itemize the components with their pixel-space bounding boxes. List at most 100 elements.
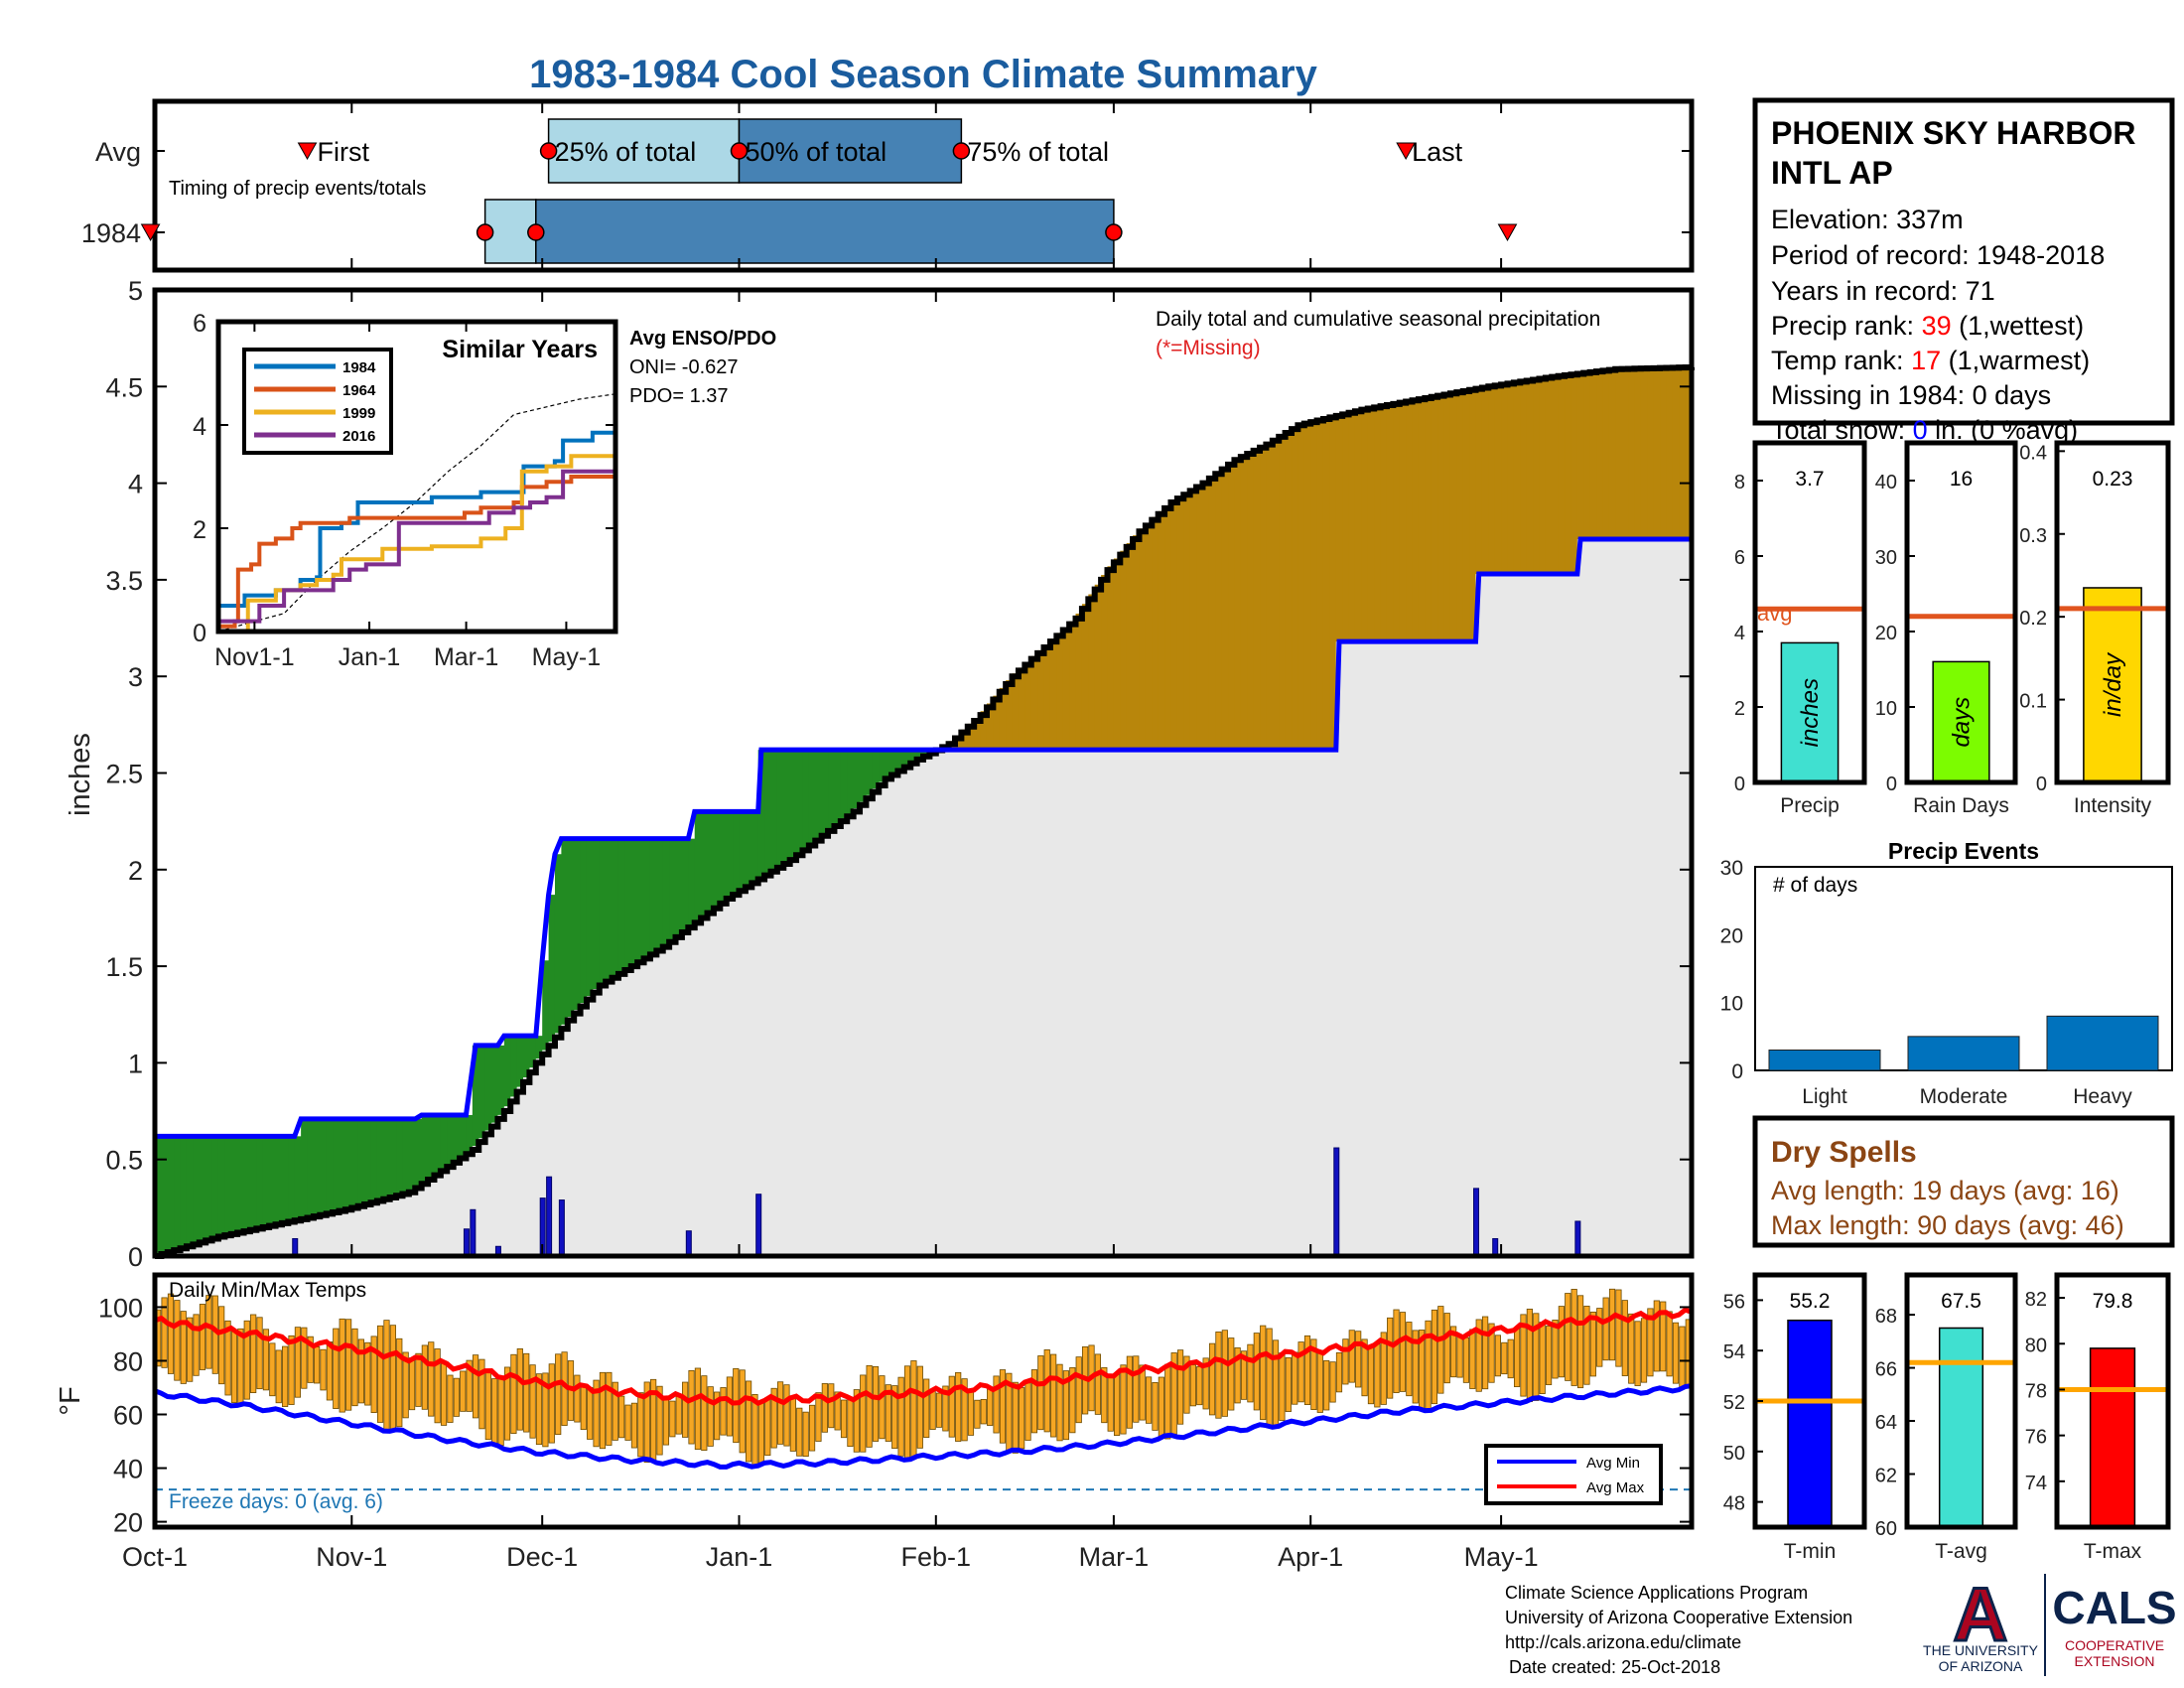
events-bar-heavy	[2046, 1015, 2159, 1071]
station-name-line2: INTL AP	[1771, 155, 1893, 191]
similar-years-inset: 1984 1964 1999 2016 Similar Years 0 2 4 6 Nov1-1 J…	[193, 310, 776, 671]
daily-temp-bar	[167, 1293, 175, 1374]
cumulative-base-slice	[351, 1206, 359, 1256]
temp-title: Daily Min/Max Temps	[169, 1279, 366, 1302]
p75-label: 75% of total	[967, 137, 1109, 167]
mini-avg-label: avg	[1757, 601, 1792, 626]
daily-temp-bar	[796, 1407, 803, 1457]
daily-temp-bar	[428, 1341, 435, 1417]
daily-precip-bar	[463, 1228, 470, 1257]
mini-bar-Rain Days	[1932, 660, 1990, 783]
cumulative-base-slice	[1303, 750, 1311, 1256]
cumulative-base-slice	[1101, 750, 1109, 1256]
cumulative-base-slice	[834, 823, 842, 1256]
cumulative-base-slice	[770, 869, 778, 1256]
daily-precip-bar	[1574, 1220, 1581, 1257]
cumulative-diff-slice	[1431, 396, 1438, 642]
daily-precip-bar	[546, 1176, 553, 1257]
cumulative-diff-slice	[815, 750, 823, 839]
cumulative-base-slice	[1354, 641, 1362, 1256]
events-y-tick: 0	[1731, 1060, 1743, 1083]
daily-temp-bar	[1589, 1311, 1596, 1377]
cumulative-diff-slice	[1335, 415, 1343, 642]
cumulative-base-slice	[548, 1041, 556, 1256]
cumulative-base-slice	[1374, 641, 1382, 1256]
cumulative-diff-slice	[224, 1136, 232, 1235]
cumulative-diff-slice	[370, 1118, 378, 1202]
daily-temp-bar	[1393, 1309, 1400, 1393]
events-y-tick: 10	[1720, 993, 1743, 1016]
cumulative-diff-slice	[548, 895, 556, 1042]
daily-temp-bar	[440, 1362, 448, 1426]
daily-temp-bar	[453, 1377, 460, 1417]
cumulative-base-slice	[808, 843, 816, 1256]
cumulative-base-slice	[1685, 539, 1693, 1256]
inset-legend-label: 2016	[342, 428, 375, 445]
cumulative-diff-slice	[649, 838, 657, 953]
cumulative-diff-slice	[1418, 398, 1426, 642]
cumulative-diff-slice	[161, 1136, 169, 1254]
cumulative-base-slice	[1628, 539, 1636, 1256]
daily-temp-bar	[669, 1400, 676, 1438]
daily-temp-bar	[1056, 1363, 1063, 1442]
cumulative-diff-slice	[516, 1036, 524, 1087]
cals-coop: COOPERATIVE	[2065, 1637, 2164, 1653]
daily-temp-bar	[370, 1336, 377, 1414]
cumulative-diff-slice	[396, 1118, 404, 1196]
station-info-box: PHOENIX SKY HARBOR INTL AP Elevation: 33…	[1752, 97, 2175, 445]
daily-temp-bar	[1139, 1364, 1146, 1421]
cumulative-diff-slice	[567, 838, 575, 1018]
daily-temp-bar	[1202, 1357, 1209, 1410]
cumulative-diff-slice	[503, 1036, 511, 1107]
daily-temp-bar	[980, 1398, 987, 1425]
y-tick-label: 3	[128, 662, 143, 692]
cumulative-base-slice	[739, 889, 747, 1256]
cumulative-diff-slice	[1310, 421, 1318, 751]
daily-temp-bar	[834, 1391, 841, 1431]
daily-temp-bar	[383, 1320, 390, 1431]
cumulative-base-slice	[460, 1156, 468, 1256]
cumulative-base-slice	[974, 750, 982, 1256]
cumulative-base-slice	[1558, 574, 1566, 1256]
daily-temp-bar	[745, 1380, 752, 1463]
avg-p25-marker	[539, 142, 558, 160]
cumulative-base-slice	[1189, 750, 1197, 1256]
cumulative-diff-slice	[1679, 367, 1687, 540]
cumulative-base-slice	[1660, 539, 1668, 1256]
cumulative-diff-slice	[872, 750, 880, 789]
cumulative-base-slice	[593, 989, 601, 1256]
cumulative-base-slice	[307, 1216, 315, 1256]
cumulative-diff-slice	[301, 1118, 309, 1219]
cumulative-base-slice	[599, 983, 607, 1256]
daily-temp-bar	[1361, 1338, 1368, 1397]
daily-temp-bar	[1653, 1300, 1660, 1372]
y-axis-label: inches	[65, 733, 96, 816]
cumulative-base-slice	[1399, 641, 1407, 1256]
cumulative-base-slice	[1024, 750, 1032, 1256]
cumulative-base-slice	[1418, 641, 1426, 1256]
daily-temp-bar	[187, 1317, 194, 1382]
cumulative-base-slice	[574, 1010, 582, 1256]
daily-temp-bar	[853, 1389, 860, 1453]
avg-q1-box	[547, 118, 741, 184]
cumulative-diff-slice	[999, 687, 1007, 751]
inset-avg-line	[217, 393, 616, 633]
p50-label: 50% of total	[745, 137, 887, 167]
avg-p50-marker	[730, 142, 749, 160]
daily-temp-bar	[618, 1395, 625, 1439]
mini-value: 3.7	[1795, 468, 1824, 491]
cumulative-base-slice	[510, 1096, 518, 1256]
daily-temp-bar	[193, 1314, 200, 1376]
cumulative-diff-slice	[834, 750, 842, 824]
cumulative-base-slice	[733, 893, 741, 1256]
cumulative-diff-slice	[688, 838, 696, 925]
daily-temp-bar	[357, 1338, 364, 1404]
daily-temp-bar	[923, 1378, 930, 1438]
cumulative-base-slice	[1570, 574, 1578, 1256]
inset-frame-top	[215, 319, 618, 634]
daily-precip-bar	[470, 1208, 477, 1257]
tbar-y-tick: 78	[2025, 1380, 2047, 1402]
daily-temp-bar	[1069, 1367, 1076, 1434]
cals-ext: EXTENSION	[2075, 1653, 2155, 1669]
